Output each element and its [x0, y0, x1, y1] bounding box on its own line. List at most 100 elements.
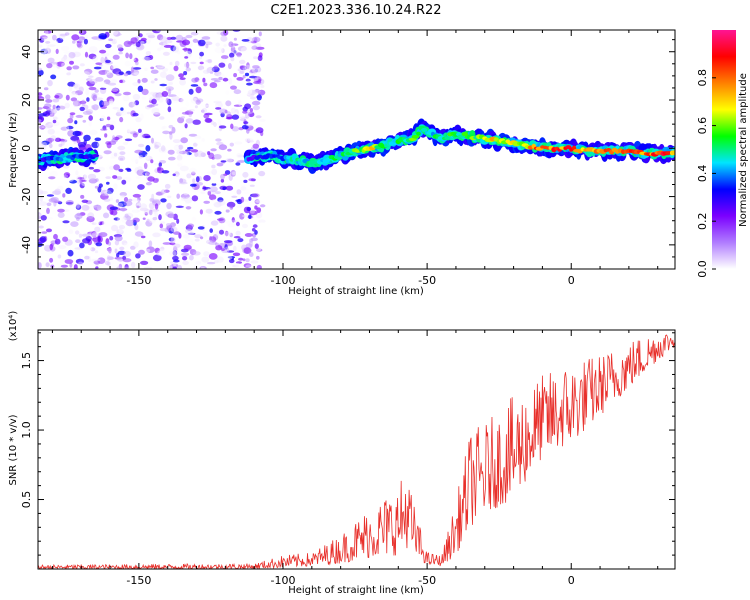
noise-speckle — [103, 79, 111, 85]
noise-speckle — [38, 201, 48, 207]
noise-speckle — [156, 65, 165, 70]
noise-speckle — [211, 164, 216, 169]
noise-speckle — [181, 39, 191, 46]
noise-speckle — [149, 209, 153, 216]
noise-speckle — [153, 112, 161, 117]
noise-speckle — [229, 52, 235, 58]
noise-speckle — [131, 156, 140, 163]
noise-speckle — [225, 220, 232, 225]
noise-speckle — [191, 137, 201, 141]
noise-speckle — [82, 110, 92, 115]
noise-speckle — [188, 167, 197, 174]
noise-speckle — [235, 262, 241, 268]
noise-speckle — [172, 255, 179, 261]
noise-speckle — [46, 202, 52, 207]
noise-speckle — [258, 170, 266, 177]
noise-speckle — [151, 107, 160, 115]
noise-speckle — [185, 149, 191, 152]
noise-speckle — [243, 121, 249, 125]
noise-speckle — [184, 170, 189, 174]
noise-speckle — [192, 251, 201, 256]
noise-speckle — [52, 104, 56, 110]
noise-speckle — [132, 93, 141, 101]
noise-speckle — [121, 217, 127, 223]
noise-speckle — [88, 86, 97, 91]
noise-speckle — [90, 263, 97, 268]
noise-speckle — [126, 127, 135, 133]
noise-speckle — [118, 155, 126, 161]
noise-speckle — [252, 65, 260, 69]
noise-speckle — [226, 255, 233, 260]
noise-speckle — [88, 247, 93, 251]
noise-speckle — [70, 92, 78, 98]
noise-speckle — [71, 232, 79, 240]
noise-speckle — [46, 228, 52, 233]
noise-speckle — [251, 228, 256, 232]
noise-speckle — [74, 120, 78, 125]
noise-speckle — [244, 103, 252, 110]
spectrogram-xlabel: Height of straight line (km) — [288, 286, 424, 297]
noise-speckle — [75, 239, 81, 244]
noise-speckle — [144, 153, 150, 160]
noise-speckle — [116, 176, 123, 180]
noise-speckle — [177, 265, 182, 269]
noise-speckle — [173, 261, 177, 267]
noise-speckle — [166, 202, 172, 210]
noise-speckle — [78, 261, 84, 266]
noise-speckle — [152, 264, 159, 269]
noise-speckle — [88, 46, 98, 53]
noise-speckle — [110, 30, 119, 36]
noise-speckle — [132, 217, 140, 223]
noise-speckle — [168, 237, 175, 242]
noise-speckle — [181, 199, 185, 207]
noise-speckle — [169, 250, 177, 257]
noise-speckle — [236, 205, 243, 209]
spectrogram-frame — [37, 29, 676, 270]
noise-speckle — [188, 88, 194, 95]
noise-speckle — [214, 47, 224, 54]
noise-speckle — [254, 230, 258, 235]
y-tick-label: -20 — [20, 188, 33, 206]
noise-speckle — [151, 137, 154, 144]
noise-speckle — [177, 159, 184, 165]
noise-speckle — [172, 173, 176, 177]
noise-speckle — [200, 266, 205, 269]
noise-speckle — [246, 206, 252, 212]
noise-speckle — [184, 62, 190, 68]
noise-speckle — [170, 36, 177, 40]
y-tick-label: 40 — [20, 45, 33, 59]
noise-speckle — [233, 236, 241, 239]
noise-speckle — [209, 82, 218, 89]
noise-speckle — [145, 145, 151, 152]
noise-speckle — [179, 181, 188, 185]
noise-speckle — [219, 134, 223, 140]
noise-speckle — [79, 242, 85, 249]
noise-speckle — [228, 78, 233, 85]
noise-speckle — [143, 162, 148, 169]
noise-speckle — [231, 114, 240, 120]
noise-speckle — [139, 207, 149, 212]
noise-speckle — [86, 78, 93, 82]
noise-speckle — [41, 36, 51, 42]
noise-speckle — [185, 50, 192, 58]
noise-speckle — [59, 109, 65, 116]
noise-speckle — [79, 177, 83, 184]
noise-speckle — [246, 33, 252, 38]
noise-speckle — [80, 194, 85, 199]
noise-speckle — [258, 219, 266, 223]
noise-speckle — [160, 145, 166, 152]
noise-speckle — [248, 111, 255, 118]
noise-speckle — [72, 130, 82, 137]
noise-speckle — [44, 47, 52, 55]
noise-speckle — [113, 164, 120, 171]
noise-speckle — [121, 179, 127, 185]
noise-speckle — [256, 248, 263, 252]
snr-line — [38, 334, 675, 569]
noise-speckle — [82, 119, 87, 123]
noise-speckle — [255, 115, 262, 119]
noise-speckle — [251, 45, 258, 50]
noise-speckle — [120, 207, 126, 212]
noise-speckle — [225, 209, 230, 213]
noise-speckle — [108, 247, 112, 254]
noise-speckle — [95, 62, 102, 65]
